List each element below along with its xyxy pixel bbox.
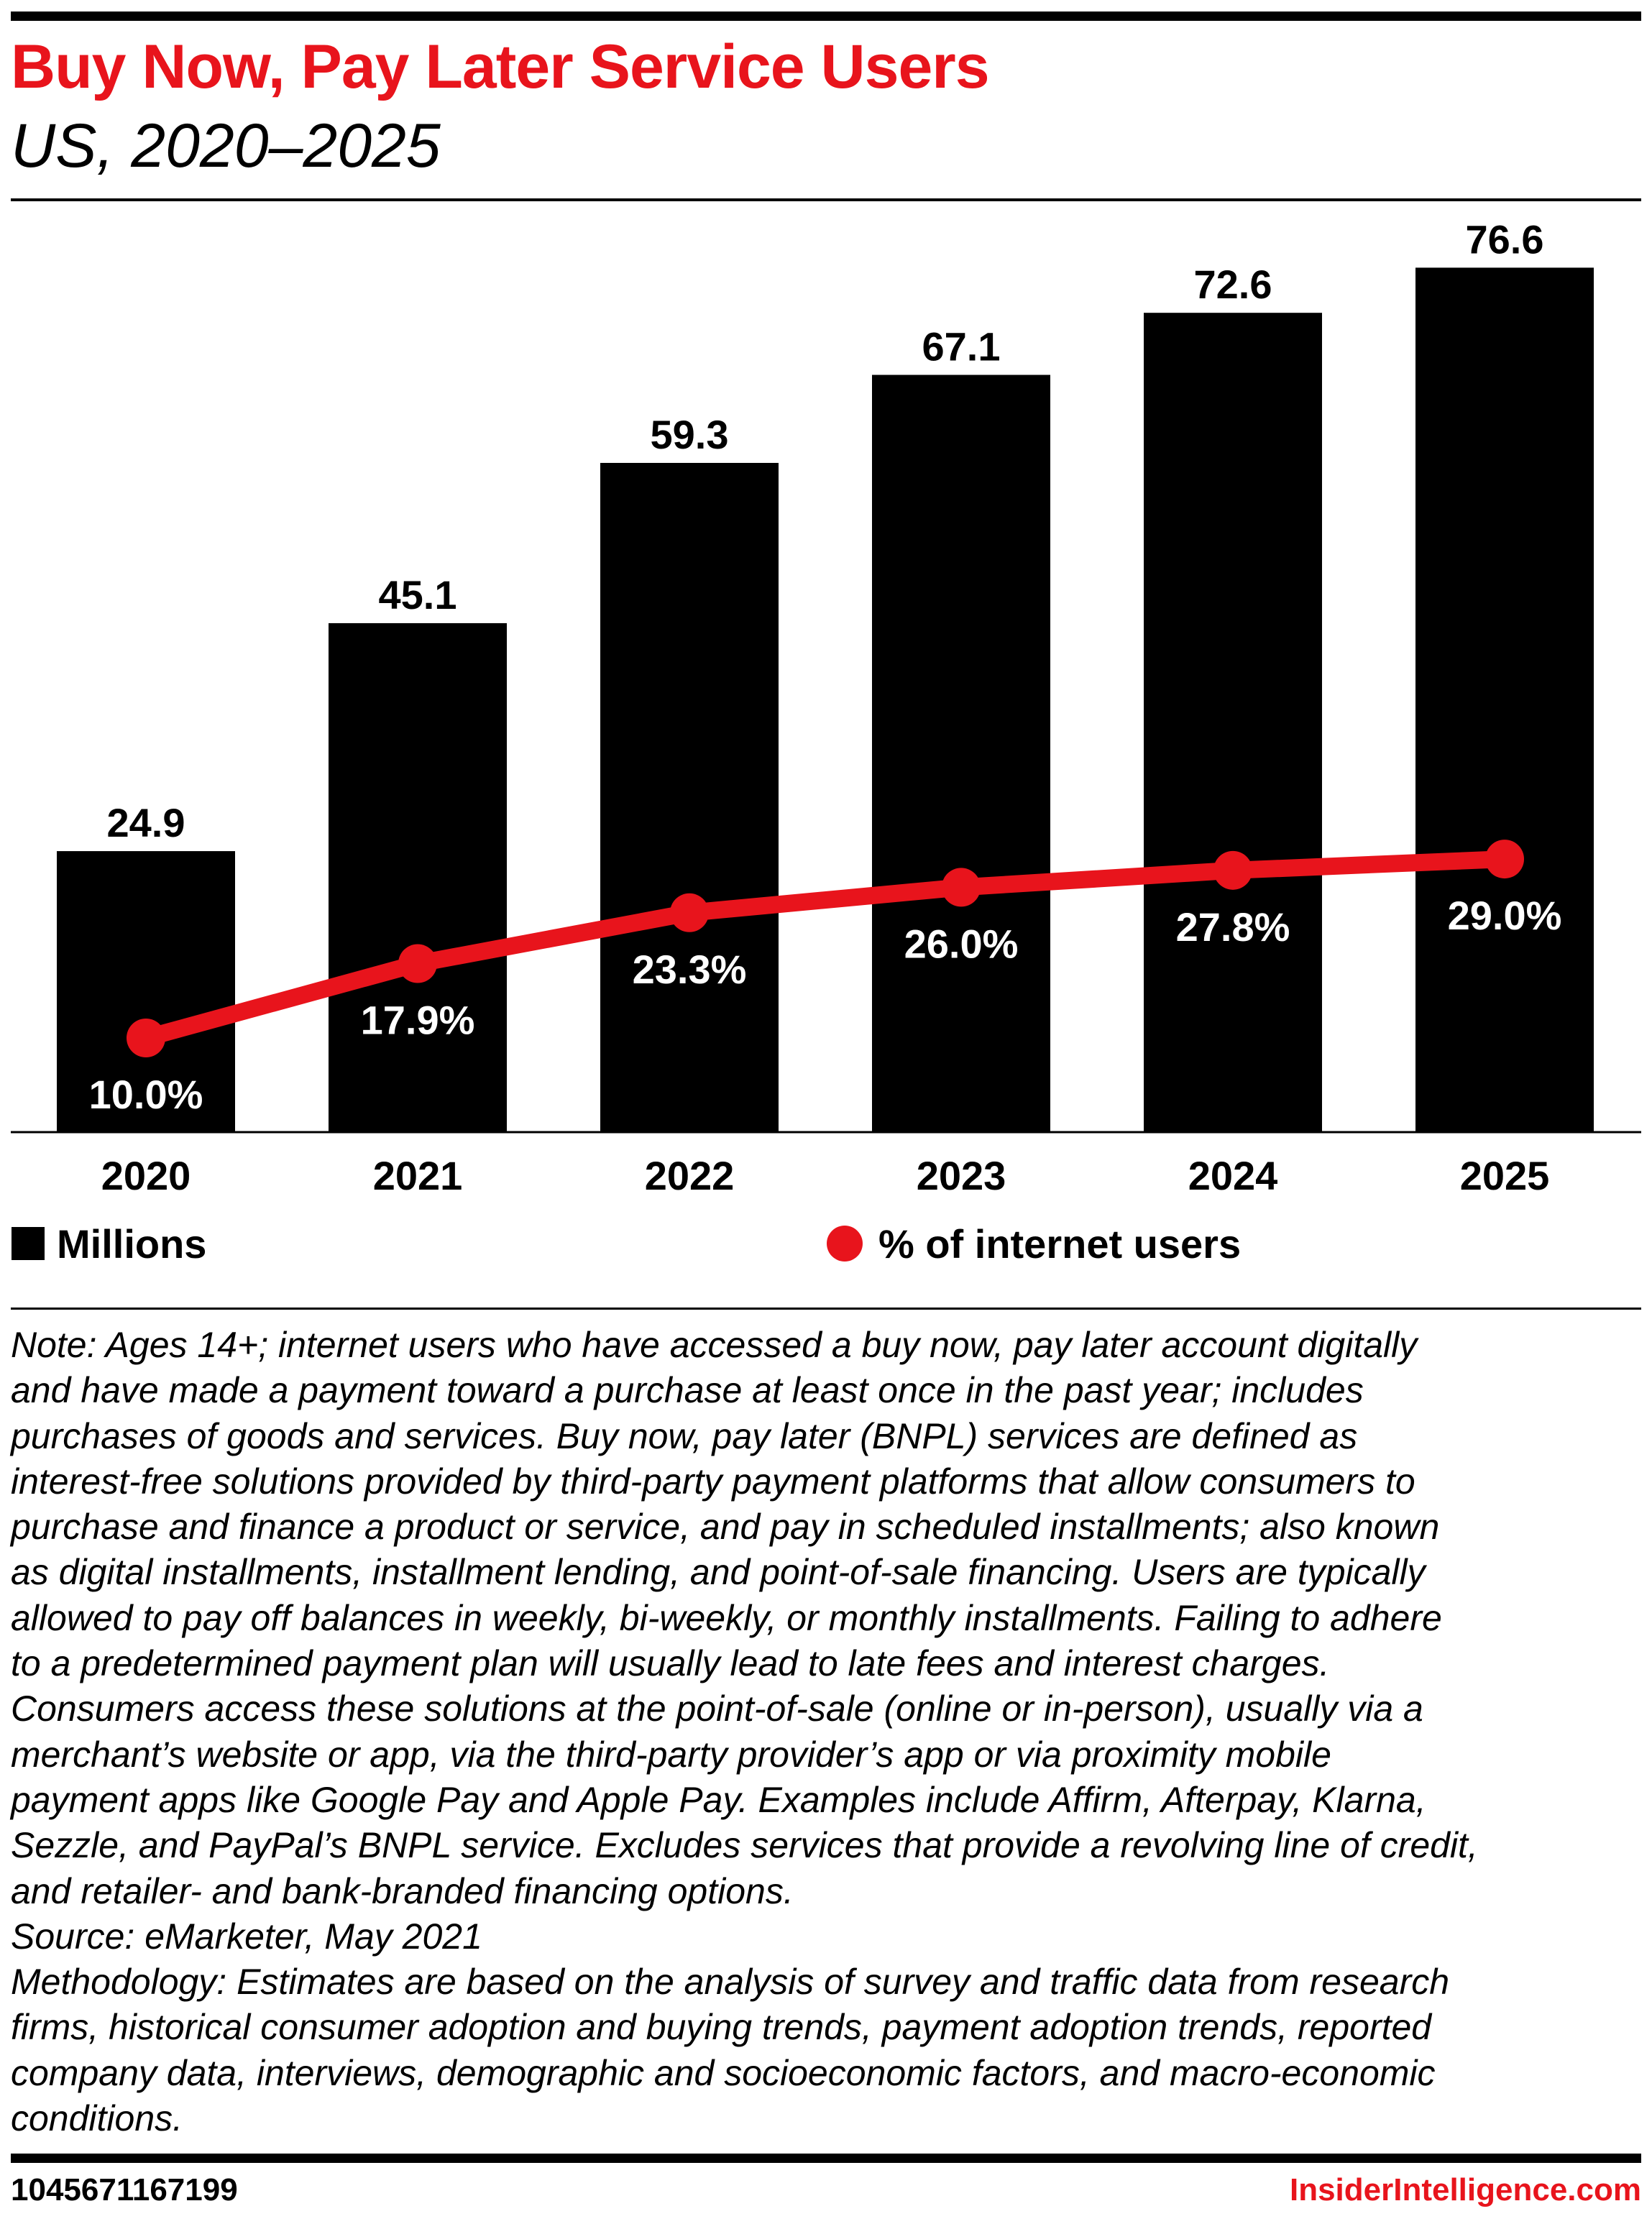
legend-line-swatch: [827, 1226, 863, 1262]
line-series-pct: [143, 850, 1505, 1047]
bar-value-label: 72.6: [1194, 262, 1272, 307]
note-line: to a predetermined payment plan will usu…: [11, 1643, 1330, 1684]
bar-2023: [872, 375, 1050, 1132]
note-line: Methodology: Estimates are based on the …: [11, 1962, 1450, 2003]
line-value-label: 17.9%: [361, 998, 475, 1043]
line-point: [1485, 840, 1524, 879]
bar-value-label: 67.1: [922, 324, 1001, 369]
line-value-label: 29.0%: [1448, 893, 1562, 938]
note-line: Note: Ages 14+; internet users who have …: [11, 1325, 1418, 1365]
chart-plot: 24.9 2020 45.1 2021 59.3 2022 67.1 2023 72.6 2024…: [11, 216, 1641, 1198]
line-point: [398, 944, 437, 983]
note-line: interest-free solutions provided by thir…: [11, 1461, 1415, 1502]
bar-value-label: 59.3: [651, 412, 729, 457]
top-rule: [11, 12, 1641, 21]
line-point: [670, 893, 709, 932]
bar-2024: [1144, 313, 1322, 1133]
bar-value-label: 24.9: [107, 800, 185, 845]
line-value-label: 10.0%: [89, 1072, 203, 1117]
legend-bar-swatch: [12, 1227, 45, 1260]
chart-id: 1045671167199: [11, 2172, 238, 2207]
bar-2025: [1415, 267, 1594, 1132]
note-line: Sezzle, and PayPal’s BNPL service. Exclu…: [11, 1825, 1478, 1866]
line-value-label: 27.8%: [1176, 904, 1290, 950]
note-line: firms, historical consumer adoption and …: [11, 2007, 1432, 2048]
bottom-rule: [11, 2154, 1641, 2163]
line-point: [942, 868, 981, 907]
note-line: and have made a payment toward a purchas…: [11, 1370, 1364, 1411]
line-value-label: 26.0%: [904, 921, 1019, 966]
bar-value-label: 76.6: [1466, 216, 1544, 262]
note-line: allowed to pay off balances in weekly, b…: [11, 1597, 1442, 1638]
x-tick-label: 2022: [645, 1153, 735, 1198]
line-point: [1213, 850, 1252, 890]
x-tick-label: 2023: [917, 1153, 1006, 1198]
bar-value-label: 45.1: [379, 572, 457, 617]
note-line: purchases of goods and services. Buy now…: [11, 1415, 1358, 1456]
x-tick-label: 2025: [1460, 1153, 1550, 1198]
bar-2020: [57, 851, 235, 1132]
x-tick-label: 2021: [373, 1153, 463, 1198]
notes: Note: Ages 14+; internet users who have …: [11, 1323, 1478, 2141]
header-divider: [11, 198, 1641, 201]
chart-title: Buy Now, Pay Later Service Users: [11, 32, 990, 101]
x-tick-label: 2020: [101, 1153, 191, 1198]
legend-line-label: % of internet users: [878, 1221, 1242, 1267]
line-value-label: 23.3%: [633, 947, 747, 992]
note-line: and retailer- and bank-branded financing…: [11, 1870, 794, 1911]
note-line: Consumers access these solutions at the …: [11, 1688, 1423, 1729]
note-line: conditions.: [11, 2098, 183, 2139]
legend-bar-label: Millions: [57, 1221, 207, 1267]
note-line: company data, interviews, demographic an…: [11, 2052, 1436, 2093]
note-line: merchant’s website or app, via the third…: [11, 1734, 1331, 1775]
chart-subtitle: US, 2020–2025: [11, 111, 441, 180]
bar-2022: [600, 462, 779, 1132]
x-tick-label: 2024: [1188, 1153, 1278, 1198]
note-line: purchase and finance a product or servic…: [11, 1507, 1440, 1548]
note-line: as digital installments, installment len…: [11, 1552, 1426, 1593]
notes-divider: [11, 1308, 1641, 1310]
bar-2021: [329, 622, 507, 1132]
note-line: payment apps like Google Pay and Apple P…: [11, 1779, 1426, 1820]
brand-logo: InsiderIntelligence.com: [1289, 2172, 1641, 2207]
note-line: Source: eMarketer, May 2021: [11, 1916, 482, 1957]
line-point: [127, 1019, 165, 1057]
